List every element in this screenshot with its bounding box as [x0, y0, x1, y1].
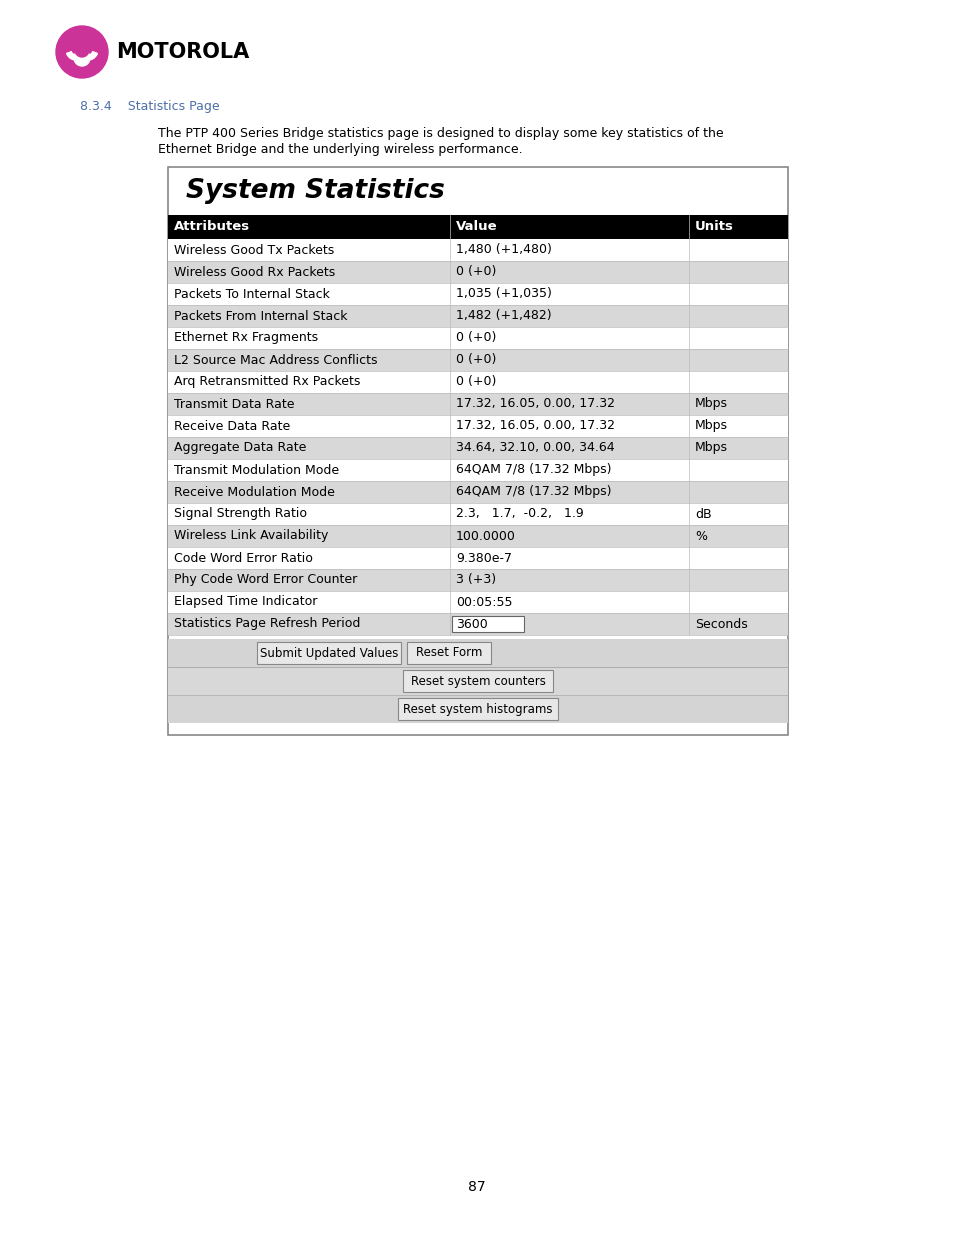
Text: 64QAM 7/8 (17.32 Mbps): 64QAM 7/8 (17.32 Mbps)	[456, 485, 611, 499]
Text: Transmit Modulation Mode: Transmit Modulation Mode	[173, 463, 338, 477]
Circle shape	[74, 49, 90, 65]
Circle shape	[75, 43, 89, 57]
Text: 3 (+3): 3 (+3)	[456, 573, 496, 587]
Text: L2 Source Mac Address Conflicts: L2 Source Mac Address Conflicts	[173, 353, 377, 367]
Text: 64QAM 7/8 (17.32 Mbps): 64QAM 7/8 (17.32 Mbps)	[456, 463, 611, 477]
Text: Wireless Good Rx Packets: Wireless Good Rx Packets	[173, 266, 335, 279]
Text: 1,482 (+1,482): 1,482 (+1,482)	[456, 310, 551, 322]
Text: MOTOROLA: MOTOROLA	[116, 42, 249, 62]
Bar	[168, 415, 787, 437]
Text: Statistics Page Refresh Period: Statistics Page Refresh Period	[173, 618, 360, 631]
Text: 8.3.4    Statistics Page: 8.3.4 Statistics Page	[80, 100, 219, 112]
Text: 3600: 3600	[456, 618, 487, 631]
Bar	[168, 569, 787, 592]
Text: Reset system counters: Reset system counters	[410, 674, 545, 688]
Text: Mbps: Mbps	[694, 441, 727, 454]
Text: Mbps: Mbps	[694, 420, 727, 432]
Bar	[168, 613, 787, 635]
Bar	[168, 240, 787, 261]
FancyBboxPatch shape	[402, 671, 553, 692]
Text: Reset system histograms: Reset system histograms	[403, 703, 552, 715]
Text: Reset Form: Reset Form	[416, 646, 481, 659]
Wedge shape	[67, 49, 86, 61]
Bar	[168, 459, 787, 480]
Text: dB: dB	[694, 508, 711, 520]
FancyBboxPatch shape	[407, 642, 491, 664]
Bar	[168, 393, 787, 415]
Text: Packets From Internal Stack: Packets From Internal Stack	[173, 310, 347, 322]
Text: 2.3,   1.7,  -0.2,   1.9: 2.3, 1.7, -0.2, 1.9	[456, 508, 583, 520]
Bar	[168, 261, 787, 283]
Text: Phy Code Word Error Counter: Phy Code Word Error Counter	[173, 573, 356, 587]
Text: Receive Modulation Mode: Receive Modulation Mode	[173, 485, 335, 499]
Text: Aggregate Data Rate: Aggregate Data Rate	[173, 441, 306, 454]
Text: Elapsed Time Indicator: Elapsed Time Indicator	[173, 595, 317, 609]
Text: Arq Retransmitted Rx Packets: Arq Retransmitted Rx Packets	[173, 375, 360, 389]
Bar	[168, 305, 787, 327]
Bar	[168, 695, 787, 722]
Bar	[168, 525, 787, 547]
Circle shape	[56, 26, 108, 78]
Bar	[168, 437, 787, 459]
Text: 1,035 (+1,035): 1,035 (+1,035)	[456, 288, 552, 300]
Text: 17.32, 16.05, 0.00, 17.32: 17.32, 16.05, 0.00, 17.32	[456, 420, 615, 432]
Text: Value: Value	[456, 221, 497, 233]
Bar	[168, 638, 787, 667]
FancyBboxPatch shape	[256, 642, 400, 664]
Text: Transmit Data Rate: Transmit Data Rate	[173, 398, 294, 410]
Text: 1,480 (+1,480): 1,480 (+1,480)	[456, 243, 552, 257]
Bar	[168, 370, 787, 393]
Bar	[168, 592, 787, 613]
Text: 00:05:55: 00:05:55	[456, 595, 512, 609]
Text: 9.380e-7: 9.380e-7	[456, 552, 512, 564]
Wedge shape	[78, 49, 97, 61]
Text: Ethernet Rx Fragments: Ethernet Rx Fragments	[173, 331, 317, 345]
Text: Mbps: Mbps	[694, 398, 727, 410]
Bar	[168, 667, 787, 695]
Text: Seconds: Seconds	[694, 618, 747, 631]
Text: 87: 87	[468, 1179, 485, 1194]
Text: Units: Units	[694, 221, 733, 233]
Bar	[168, 283, 787, 305]
FancyBboxPatch shape	[397, 698, 558, 720]
Bar	[168, 547, 787, 569]
Text: 0 (+0): 0 (+0)	[456, 266, 496, 279]
Text: Wireless Link Availability: Wireless Link Availability	[173, 530, 328, 542]
Text: Attributes: Attributes	[173, 221, 250, 233]
Bar	[168, 215, 787, 240]
Bar	[168, 350, 787, 370]
Text: 34.64, 32.10, 0.00, 34.64: 34.64, 32.10, 0.00, 34.64	[456, 441, 614, 454]
Text: 0 (+0): 0 (+0)	[456, 375, 496, 389]
Bar	[168, 167, 787, 735]
Text: 0 (+0): 0 (+0)	[456, 331, 496, 345]
Text: Submit Updated Values: Submit Updated Values	[259, 646, 397, 659]
Text: %: %	[694, 530, 706, 542]
Text: Ethernet Bridge and the underlying wireless performance.: Ethernet Bridge and the underlying wirel…	[158, 143, 522, 156]
Text: 100.0000: 100.0000	[456, 530, 516, 542]
Text: Receive Data Rate: Receive Data Rate	[173, 420, 290, 432]
Text: Signal Strength Ratio: Signal Strength Ratio	[173, 508, 307, 520]
Text: System Statistics: System Statistics	[186, 178, 444, 204]
Text: Code Word Error Ratio: Code Word Error Ratio	[173, 552, 313, 564]
Bar	[452, 616, 523, 632]
Bar	[168, 503, 787, 525]
Text: Packets To Internal Stack: Packets To Internal Stack	[173, 288, 330, 300]
Bar	[168, 480, 787, 503]
Bar	[168, 327, 787, 350]
Text: The PTP 400 Series Bridge statistics page is designed to display some key statis: The PTP 400 Series Bridge statistics pag…	[158, 127, 723, 140]
Text: 0 (+0): 0 (+0)	[456, 353, 496, 367]
Text: Wireless Good Tx Packets: Wireless Good Tx Packets	[173, 243, 334, 257]
Text: 17.32, 16.05, 0.00, 17.32: 17.32, 16.05, 0.00, 17.32	[456, 398, 615, 410]
